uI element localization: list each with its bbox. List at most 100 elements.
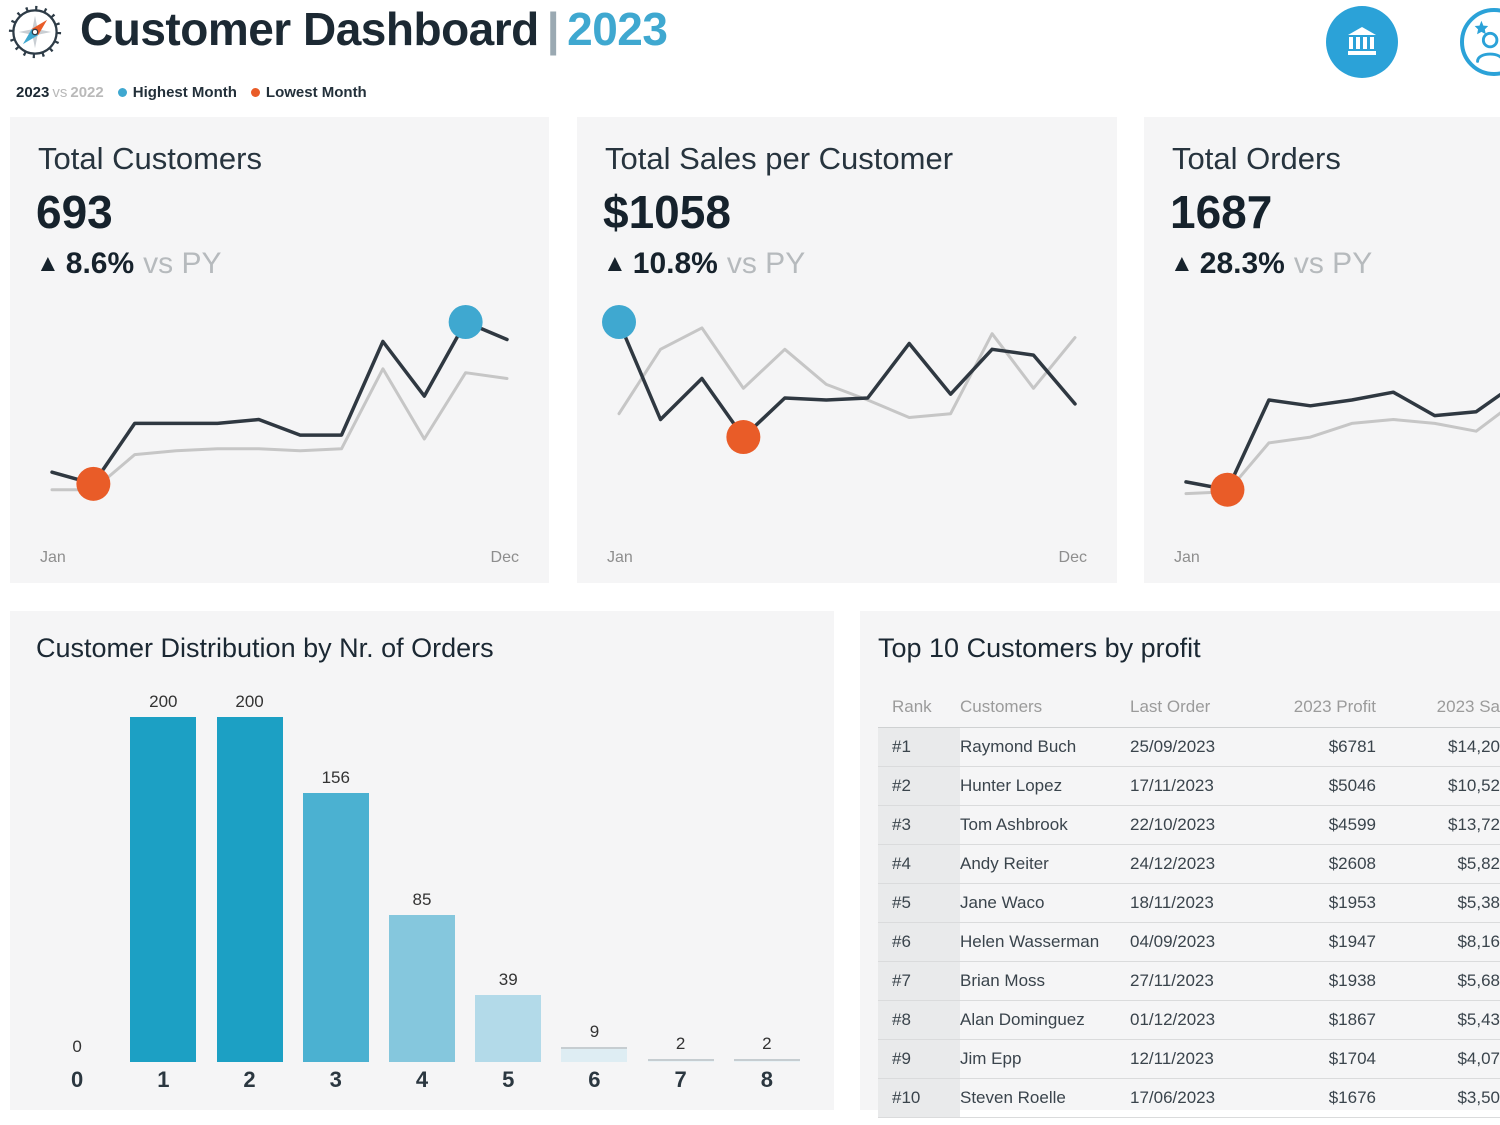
highest-month-dot[interactable] xyxy=(448,305,483,339)
x-axis-label: 5 xyxy=(502,1067,515,1092)
last-order-cell: 25/09/2023 xyxy=(1130,737,1216,756)
bar-orders-5[interactable] xyxy=(475,994,542,1062)
bar-orders-2[interactable] xyxy=(216,717,283,1062)
bar-value-label: 200 xyxy=(235,692,264,711)
bar-slot-1: 200 1 xyxy=(120,663,206,1098)
last-order-cell: 24/12/2023 xyxy=(1130,854,1216,873)
bar-orders-3[interactable] xyxy=(302,792,369,1062)
legend-lowest-label: Lowest Month xyxy=(265,84,367,101)
sparkline-total-customers[interactable] xyxy=(34,302,525,537)
delta-up-arrow-icon: ▲ xyxy=(36,250,60,277)
kpi-delta: ▲ 8.6% vs PY xyxy=(36,247,222,281)
line-current-year xyxy=(1184,390,1500,492)
line-current-year xyxy=(617,320,1077,439)
delta-percent: 8.6% xyxy=(65,247,135,280)
delta-percent: 10.8% xyxy=(632,247,718,280)
distribution-panel: Customer Distribution by Nr. of Orders 0… xyxy=(10,611,834,1110)
kpi-card-sales-per-customer: Total Sales per Customer $1058 ▲ 10.8% vs … xyxy=(577,117,1117,583)
table-row[interactable]: #1 Raymond Buch 25/09/2023 $6781 $14,20 xyxy=(878,728,1500,767)
highest-month-dot[interactable] xyxy=(602,305,636,339)
spark-x-end-label: Dec xyxy=(490,549,519,566)
sales-cell: $5,68 xyxy=(1457,971,1500,990)
title-year: 2023 xyxy=(567,3,668,55)
lowest-month-dot-icon xyxy=(250,88,260,97)
last-order-cell: 18/11/2023 xyxy=(1130,893,1214,912)
spark-x-end-label: Dec xyxy=(1058,549,1087,566)
bar-orders-7[interactable] xyxy=(647,1058,714,1062)
spark-x-start-label: Jan xyxy=(40,549,66,566)
kpi-value: 693 xyxy=(36,186,113,238)
table-row[interactable]: #8 Alan Dominguez 01/12/2023 $1867 $5,43 xyxy=(878,1001,1500,1040)
rank-cell: #7 xyxy=(878,962,960,1000)
sales-cell: $5,38 xyxy=(1457,893,1500,912)
lowest-month-dot[interactable] xyxy=(726,420,761,455)
profit-cell: $1676 xyxy=(1328,1088,1376,1107)
sparkline-svg xyxy=(602,305,1077,455)
rank-cell: #10 xyxy=(878,1079,960,1117)
last-order-cell: 17/06/2023 xyxy=(1130,1088,1216,1107)
customer-cell: Jane Waco xyxy=(960,893,1045,912)
x-axis-label: 1 xyxy=(157,1067,170,1092)
customer-cell: Hunter Lopez xyxy=(960,776,1063,795)
line-prev-year xyxy=(617,326,1077,419)
bank-icon[interactable] xyxy=(1326,6,1398,78)
table-row[interactable]: #3 Tom Ashbrook 22/10/2023 $4599 $13,72 xyxy=(878,806,1500,845)
table-row[interactable]: #5 Jane Waco 18/11/2023 $1953 $5,38 xyxy=(878,884,1500,923)
sales-cell: $3,50 xyxy=(1457,1088,1500,1107)
sales-cell: $14,20 xyxy=(1448,737,1500,756)
profit-cell: $1947 xyxy=(1328,932,1376,951)
rank-cell: #6 xyxy=(878,923,960,961)
bar-orders-8[interactable] xyxy=(733,1058,800,1062)
customers-icon[interactable] xyxy=(1460,8,1500,76)
profit-cell: $1938 xyxy=(1328,971,1376,990)
bar-orders-4[interactable] xyxy=(388,915,455,1062)
sparkline-svg xyxy=(1184,390,1500,507)
profit-cell: $1867 xyxy=(1328,1010,1376,1029)
bar-orders-6[interactable] xyxy=(561,1046,628,1062)
customer-cell: Brian Moss xyxy=(960,971,1046,990)
kpi-card-total-orders: Total Orders 1687 ▲28.3%vs PY Jan Dec xyxy=(1144,117,1500,583)
customer-cell: Andy Reiter xyxy=(960,854,1049,873)
customer-cell: Raymond Buch xyxy=(960,737,1077,756)
top10-table: Rank Customers Last Order 2023 Profit 2023 S… xyxy=(878,691,1500,1118)
table-row[interactable]: #7 Brian Moss 27/11/2023 $1938 $5,68 xyxy=(878,962,1500,1001)
bar-value-label: 85 xyxy=(412,890,432,910)
sparkline-total-orders[interactable] xyxy=(1168,302,1500,537)
legend-current-year: 2023 xyxy=(16,84,50,101)
bar-value-label: 156 xyxy=(321,767,350,787)
rank-cell: #4 xyxy=(878,845,960,883)
top10-panel: Top 10 Customers by profit Rank Customers… xyxy=(860,611,1500,1118)
profit-cell: $5046 xyxy=(1328,776,1376,795)
bar-value-label: 200 xyxy=(149,692,178,711)
sparkline-svg xyxy=(50,305,509,501)
table-header-row: Rank Customers Last Order 2023 Profit 2023 S… xyxy=(878,691,1500,728)
kpi-card-total-customers: Total Customers 693 ▲ 8.6% vs PY Jan Dec xyxy=(10,117,549,583)
lowest-month-dot[interactable] xyxy=(76,466,111,501)
column-header-2: Last Order xyxy=(1130,697,1211,716)
customer-cell: Alan Dominguez xyxy=(960,1010,1085,1029)
delta-percent: 28.3% xyxy=(1199,247,1285,280)
sparkline-sales-per-customer[interactable] xyxy=(601,302,1093,537)
profit-cell: $6781 xyxy=(1328,737,1376,756)
bar-orders-1[interactable] xyxy=(130,717,197,1062)
x-axis-label: 2 xyxy=(243,1067,256,1092)
distribution-bar-chart: 0 0 200 1 200 2 156 3 85 4 39 5 9 6 2 7 2 8 xyxy=(34,663,810,1098)
title-main: Customer Dashboard xyxy=(80,3,539,55)
table-row[interactable]: #4 Andy Reiter 24/12/2023 $2608 $5,82 xyxy=(878,845,1500,884)
table-row[interactable]: #9 Jim Epp 12/11/2023 $1704 $4,07 xyxy=(878,1040,1500,1079)
x-axis-label: 8 xyxy=(760,1067,773,1092)
table-row[interactable]: #10 Steven Roelle 17/06/2023 $1676 $3,50 xyxy=(878,1079,1500,1118)
table-row[interactable]: #2 Hunter Lopez 17/11/2023 $5046 $10,52 xyxy=(878,767,1500,806)
sales-cell: $13,72 xyxy=(1448,815,1500,834)
spark-x-start-label: Jan xyxy=(1174,549,1200,566)
x-axis-label: 7 xyxy=(674,1067,687,1092)
profit-cell: $4599 xyxy=(1328,815,1376,834)
table-body: #1 Raymond Buch 25/09/2023 $6781 $14,20 #2 Hun… xyxy=(878,728,1500,1118)
last-order-cell: 04/09/2023 xyxy=(1130,932,1216,951)
legend-highest-month: Highest Month xyxy=(117,84,237,101)
lowest-month-dot[interactable] xyxy=(1210,472,1245,507)
bar-value-label: 2 xyxy=(675,1033,686,1053)
table-row[interactable]: #6 Helen Wasserman 04/09/2023 $1947 $8,16 xyxy=(878,923,1500,962)
last-order-cell: 17/11/2023 xyxy=(1130,776,1214,795)
delta-up-arrow-icon: ▲ xyxy=(1170,250,1194,277)
